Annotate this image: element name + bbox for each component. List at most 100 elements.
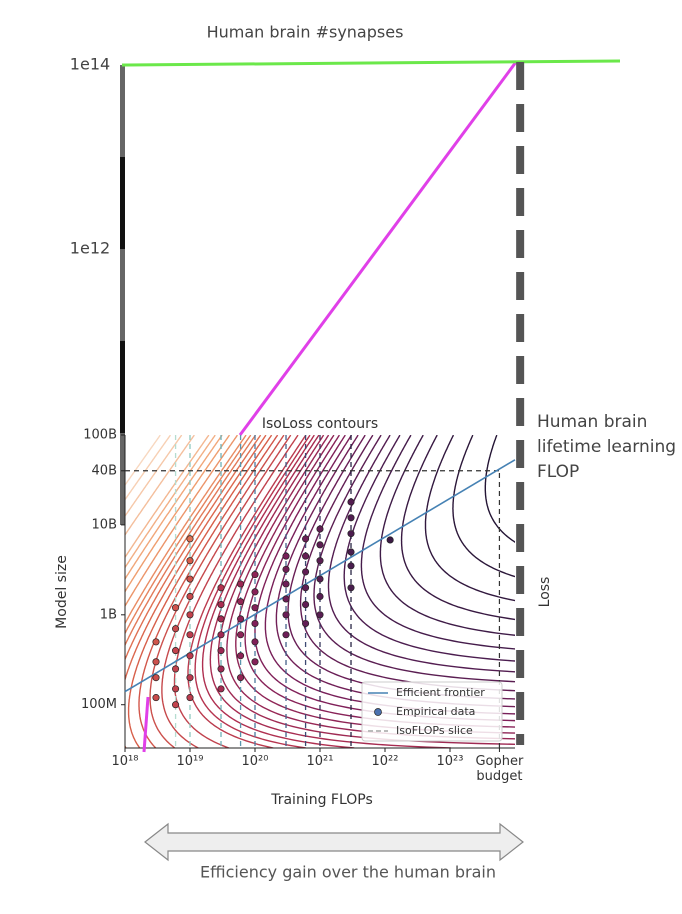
isoloss-contour — [125, 435, 231, 593]
data-point — [251, 658, 259, 666]
isoloss-contour — [125, 435, 252, 635]
isoloss-contour — [125, 435, 257, 647]
data-point — [251, 619, 259, 628]
data-point — [302, 584, 310, 592]
isoloss-contour — [125, 435, 210, 559]
isoloss-contour — [138, 435, 279, 748]
data-point — [172, 701, 180, 709]
isoloss-contour — [194, 435, 311, 748]
data-point — [237, 598, 245, 606]
isoloss-contour — [254, 435, 515, 722]
isoloss-contour — [125, 435, 262, 662]
data-point — [316, 575, 324, 583]
isoloss-contour — [125, 435, 171, 501]
data-point — [217, 647, 225, 655]
x-tick-label: 10²¹ — [306, 754, 334, 769]
isoloss-contour — [287, 435, 515, 700]
data-point — [186, 652, 194, 660]
isoloss-contour — [127, 435, 273, 748]
data-point — [217, 685, 225, 693]
data-point — [217, 665, 225, 673]
legend-label: IsoFLOPs slice — [396, 724, 473, 737]
contours — [125, 435, 515, 748]
isoloss-contour — [209, 435, 451, 748]
data-point — [316, 525, 324, 533]
y-tick-label: 40B — [92, 463, 117, 478]
isoloss-contour — [244, 435, 515, 728]
y-tick-label: 1B — [100, 607, 117, 622]
plot-title: IsoLoss contours — [262, 416, 378, 432]
efficiency-label: Efficiency gain over the human brain — [200, 863, 496, 882]
data-point — [152, 658, 160, 666]
y-axis-label: Model size — [54, 555, 70, 629]
data-point — [217, 631, 225, 639]
data-point — [217, 601, 225, 609]
data-point — [386, 536, 394, 544]
data-point — [237, 580, 245, 588]
y-tick-label: 10B — [92, 517, 117, 532]
isoloss-contour — [327, 435, 515, 673]
y-tick-label: 100M — [81, 697, 117, 712]
data-point — [251, 604, 259, 612]
isoloss-contour — [400, 435, 515, 621]
data-point — [316, 541, 324, 549]
isoloss-contour — [299, 435, 515, 692]
synapse-title: Human brain #synapses — [207, 23, 404, 42]
isoloss-contour — [125, 435, 238, 608]
data-point — [282, 611, 290, 619]
data-point — [316, 557, 324, 565]
data-point — [282, 565, 290, 573]
isoloss-contour — [125, 435, 267, 748]
brain-flop-label: Human brain lifetime learning FLOP — [537, 412, 677, 482]
outer-axis-segment — [120, 433, 125, 525]
data-point — [302, 619, 310, 628]
data-point — [282, 552, 290, 560]
legend-swatch — [374, 708, 382, 716]
data-point — [316, 611, 324, 619]
isoloss-contour — [125, 435, 216, 569]
outer-axis-segment — [120, 65, 125, 157]
isoloss-contour — [149, 435, 285, 748]
x-tick-label: 10²⁰ — [241, 754, 269, 769]
data-point — [186, 557, 194, 565]
data-point — [172, 665, 180, 673]
data-point — [282, 631, 290, 639]
legend-label: Efficient frontier — [396, 686, 485, 699]
isoloss-contour — [484, 435, 515, 543]
double-arrow — [144, 822, 524, 862]
data-point — [237, 674, 245, 682]
isoloss-contour — [125, 435, 183, 518]
outer-axis-segment — [120, 249, 125, 341]
data-point — [302, 601, 310, 609]
isoloss-contour — [452, 435, 515, 578]
isoloss-contour — [125, 435, 247, 625]
data-point — [302, 552, 310, 560]
isoloss-contour — [173, 435, 299, 748]
isoloss-contour — [264, 435, 515, 715]
outer-axis-segment — [120, 157, 125, 249]
data-point — [347, 548, 355, 556]
data-point — [186, 575, 194, 583]
data-point — [302, 535, 310, 543]
x-axis-label: Training FLOPs — [270, 792, 373, 808]
isoloss-contour — [125, 435, 223, 581]
data-point — [237, 631, 245, 639]
data-point — [217, 615, 225, 623]
isoloss-contour — [161, 435, 292, 748]
data-point — [186, 674, 194, 682]
synapse-line — [121, 59, 621, 67]
x-tick-label: 10²³ — [436, 754, 464, 769]
outer-y-tick-label: 1e12 — [70, 239, 110, 258]
isoloss-contour — [235, 435, 515, 734]
data-point — [172, 685, 180, 693]
x-tick-label: Gopher budget — [475, 754, 524, 784]
data-point — [152, 694, 160, 702]
isoloss-contour — [360, 435, 515, 650]
data-point — [347, 530, 355, 538]
data-point — [347, 562, 355, 570]
isoloss-contour — [125, 435, 195, 537]
isoloss-contour — [217, 435, 515, 745]
x-tick-label: 10¹⁹ — [176, 754, 204, 769]
data-point — [251, 638, 259, 646]
